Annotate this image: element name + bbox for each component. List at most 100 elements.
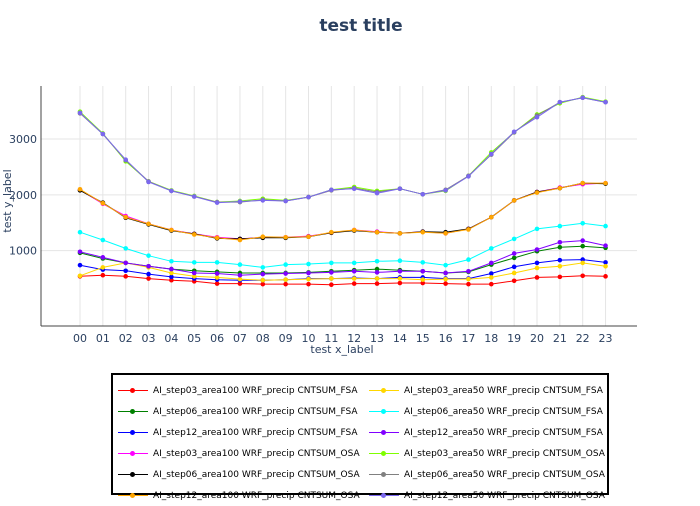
x-tick-label: 10 <box>302 332 316 345</box>
y-tick-label: 2000 <box>9 189 37 202</box>
data-point <box>260 281 266 287</box>
series <box>77 272 608 287</box>
data-point <box>169 258 174 264</box>
series-line <box>79 222 606 268</box>
data-point <box>123 268 128 274</box>
data-point <box>466 281 471 287</box>
legend-swatch <box>118 470 148 480</box>
x-tick-label: 05 <box>187 332 201 345</box>
data-point <box>580 238 585 243</box>
data-point <box>306 234 311 239</box>
data-point <box>466 174 471 179</box>
legend-item: AI_step12_area100 WRF_precip CNTSUM_FSA <box>118 422 360 443</box>
data-point <box>306 281 311 287</box>
data-point <box>77 249 83 255</box>
data-point <box>191 232 197 237</box>
data-point <box>374 190 380 196</box>
data-point <box>146 179 151 185</box>
x-tick-label: 20 <box>530 332 544 345</box>
x-tick-label: 07 <box>233 332 247 345</box>
y-axis-title: test y_label <box>1 169 14 232</box>
legend-item: AI_step12_area100 WRF_precip CNTSUM_OSA <box>118 485 360 506</box>
data-point <box>351 260 357 266</box>
data-point <box>374 258 380 264</box>
x-tick-label: 11 <box>324 332 338 345</box>
x-tick-label: 13 <box>370 332 384 345</box>
x-tick-labels: 00 01 02 03 04 05 06 07 08 09 10 11 12 13 14 15 16 17 18 19… <box>73 332 613 345</box>
data-point <box>443 270 448 276</box>
data-point <box>283 262 288 267</box>
data-point <box>214 281 220 286</box>
data-point <box>534 114 540 120</box>
series-line <box>79 274 606 286</box>
data-point <box>191 274 197 279</box>
data-point <box>489 275 494 280</box>
data-point <box>351 269 357 274</box>
data-point <box>283 198 288 204</box>
legend-label: AI_step12_area50 WRF_precip CNTSUM_FSA <box>404 427 603 438</box>
data-point <box>100 237 106 243</box>
data-point <box>557 99 563 105</box>
data-point <box>100 200 106 206</box>
data-point <box>397 258 403 263</box>
data-point <box>420 229 426 235</box>
x-tick-label: 17 <box>461 332 475 345</box>
data-point <box>283 281 288 287</box>
data-point <box>374 276 380 281</box>
data-point <box>329 187 334 193</box>
data-point <box>420 191 426 197</box>
data-point <box>397 280 403 286</box>
x-tick-label: 21 <box>553 332 567 345</box>
legend-label: AI_step06_area50 WRF_precip CNTSUM_OSA <box>404 469 605 480</box>
legend-swatch <box>118 386 148 396</box>
data-point <box>351 227 357 233</box>
data-point <box>557 223 563 229</box>
data-point <box>123 214 128 220</box>
legend-item: AI_step03_area100 WRF_precip CNTSUM_FSA <box>118 380 360 401</box>
legend-swatch <box>118 449 148 459</box>
data-point <box>603 99 608 105</box>
data-point <box>580 273 585 279</box>
data-point <box>603 263 608 269</box>
data-point <box>511 270 517 276</box>
data-point <box>306 194 311 200</box>
x-tick-label: 23 <box>599 332 613 345</box>
legend-label: AI_step06_area50 WRF_precip CNTSUM_FSA <box>404 406 603 417</box>
data-point <box>169 266 174 272</box>
data-point <box>260 277 266 283</box>
data-point <box>191 194 197 199</box>
data-point <box>489 260 494 266</box>
x-tick-label: 12 <box>347 332 361 345</box>
data-point <box>214 200 220 205</box>
data-point <box>169 227 174 233</box>
data-point <box>169 277 174 283</box>
x-tick-label: 18 <box>484 332 498 345</box>
data-point <box>214 260 220 265</box>
data-point <box>329 276 334 281</box>
legend-item: AI_step12_area50 WRF_precip CNTSUM_FSA <box>369 422 605 443</box>
data-point <box>100 272 106 278</box>
data-point <box>237 272 243 278</box>
data-point <box>283 271 288 276</box>
legend-label: AI_step06_area100 WRF_precip CNTSUM_OSA <box>153 469 360 480</box>
x-tick-label: 09 <box>279 332 293 345</box>
data-point <box>557 185 563 191</box>
data-point <box>534 190 540 195</box>
data-point <box>489 271 494 276</box>
legend-item: AI_step03_area50 WRF_precip CNTSUM_FSA <box>369 380 605 401</box>
data-point <box>580 180 585 186</box>
data-point <box>214 271 220 276</box>
data-point <box>260 234 266 239</box>
data-point <box>557 274 563 280</box>
data-point <box>443 281 448 286</box>
data-point <box>443 188 448 193</box>
x-tick-label: 22 <box>576 332 590 345</box>
data-point <box>260 271 266 277</box>
legend-swatch <box>369 428 399 438</box>
data-point <box>603 243 608 248</box>
data-point <box>77 229 83 235</box>
data-point <box>123 274 128 279</box>
data-point <box>146 263 151 269</box>
legend-label: AI_step03_area100 WRF_precip CNTSUM_OSA <box>153 448 360 459</box>
data-point <box>534 260 540 266</box>
